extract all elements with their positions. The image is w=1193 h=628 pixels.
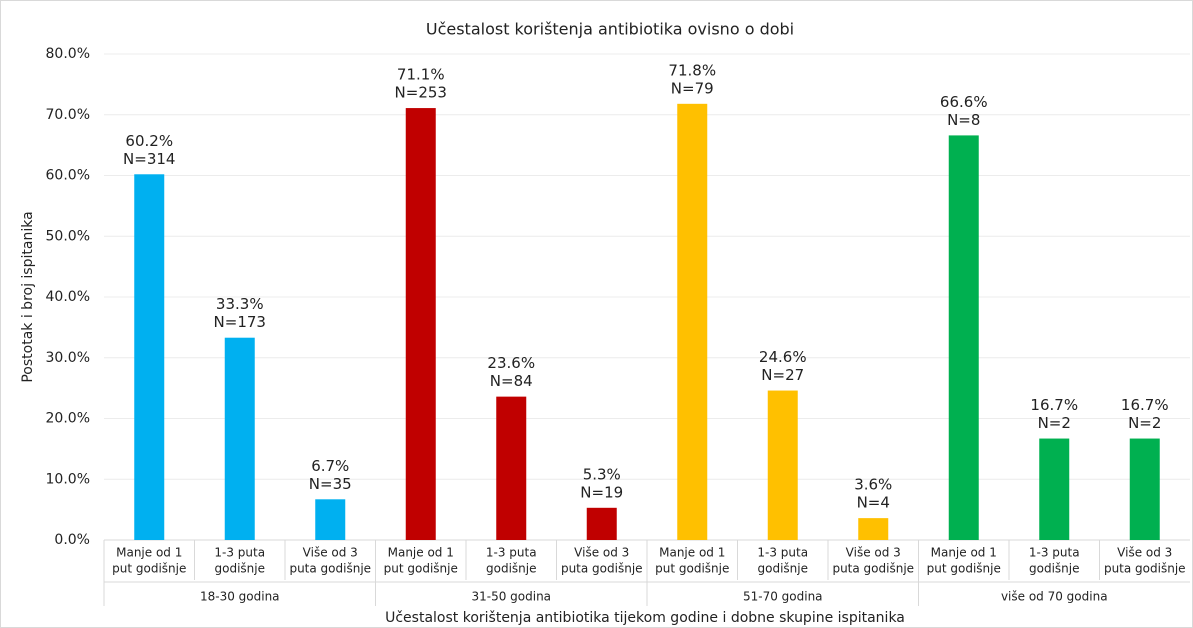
bar: [858, 518, 889, 540]
bar: [405, 108, 436, 540]
y-tick-label: 0.0%: [54, 532, 90, 548]
x-tick-label: 1-3 puta: [757, 546, 808, 560]
x-tick-label: puta godišnje: [289, 562, 371, 576]
x-tick-label: puta godišnje: [1104, 562, 1186, 576]
data-label: 33.3%: [216, 295, 264, 313]
y-tick-label: 50.0%: [46, 228, 90, 244]
data-label: 60.2%: [125, 132, 173, 150]
data-label: 71.8%: [668, 61, 716, 79]
bar: [1039, 438, 1070, 540]
data-label-n: N=19: [580, 483, 623, 501]
data-label: 6.7%: [311, 457, 349, 475]
x-tick-label: put godišnje: [927, 562, 1001, 576]
x-tick-label: Manje od 1: [659, 546, 725, 560]
bar: [1129, 438, 1160, 540]
group-label: 51-70 godina: [743, 590, 823, 604]
x-tick-label: 1-3 puta: [486, 546, 537, 560]
bar: [586, 507, 617, 540]
data-label: 16.7%: [1121, 396, 1169, 414]
group-label: 31-50 godina: [471, 590, 551, 604]
y-axis-title: Postotak i broj ispitanika: [20, 211, 36, 382]
x-tick-label: put godišnje: [384, 562, 458, 576]
y-tick-label: 40.0%: [46, 289, 90, 305]
x-tick-label: Više od 3: [846, 546, 901, 560]
y-tick-label: 10.0%: [46, 471, 90, 487]
x-tick-label: 1-3 puta: [214, 546, 265, 560]
data-label-n: N=173: [214, 313, 266, 331]
y-tick-label: 20.0%: [46, 411, 90, 427]
data-label-n: N=2: [1128, 414, 1161, 432]
bar: [224, 337, 255, 540]
x-tick-label: puta godišnje: [561, 562, 643, 576]
data-label-n: N=314: [123, 150, 175, 168]
x-tick-label: godišnje: [758, 562, 808, 576]
x-tick-label: puta godišnje: [832, 562, 914, 576]
x-tick-label: Manje od 1: [116, 546, 182, 560]
x-tick-label: godišnje: [1029, 562, 1079, 576]
x-tick-label: godišnje: [215, 562, 265, 576]
data-label-n: N=8: [947, 111, 980, 129]
x-tick-label: Manje od 1: [388, 546, 454, 560]
bar: [767, 390, 798, 540]
group-label: više od 70 godina: [1001, 590, 1108, 604]
x-tick-label: 1-3 puta: [1029, 546, 1080, 560]
data-label: 71.1%: [397, 66, 445, 84]
y-tick-label: 60.0%: [46, 168, 90, 184]
bar: [677, 103, 708, 540]
bar: [948, 135, 979, 540]
bar: [496, 396, 527, 540]
y-tick-label: 30.0%: [46, 350, 90, 366]
data-label-n: N=79: [671, 79, 714, 97]
x-tick-label: godišnje: [486, 562, 536, 576]
y-tick-label: 70.0%: [46, 107, 90, 123]
data-label: 24.6%: [759, 348, 807, 366]
x-axis-title: Učestalost korištenja antibiotika tijeko…: [385, 610, 905, 626]
data-label: 66.6%: [940, 93, 988, 111]
bar: [315, 499, 346, 540]
data-label-n: N=35: [309, 475, 352, 493]
data-label: 16.7%: [1030, 396, 1078, 414]
x-tick-label: put godišnje: [112, 562, 186, 576]
data-label: 5.3%: [583, 465, 621, 483]
data-label-n: N=4: [857, 494, 890, 512]
data-label: 3.6%: [854, 476, 892, 494]
data-label-n: N=2: [1038, 414, 1071, 432]
data-label-n: N=27: [761, 366, 804, 384]
x-tick-label: Više od 3: [574, 546, 629, 560]
y-tick-label: 80.0%: [46, 46, 90, 62]
group-label: 18-30 godina: [200, 590, 280, 604]
bar: [134, 174, 165, 540]
chart-title: Učestalost korištenja antibiotika ovisno…: [426, 20, 794, 39]
x-tick-label: Manje od 1: [931, 546, 997, 560]
x-tick-label: Više od 3: [303, 546, 358, 560]
x-tick-label: put godišnje: [655, 562, 729, 576]
data-label: 23.6%: [487, 354, 535, 372]
data-label-n: N=84: [490, 372, 533, 390]
data-label-n: N=253: [395, 84, 447, 102]
x-tick-label: Više od 3: [1117, 546, 1172, 560]
